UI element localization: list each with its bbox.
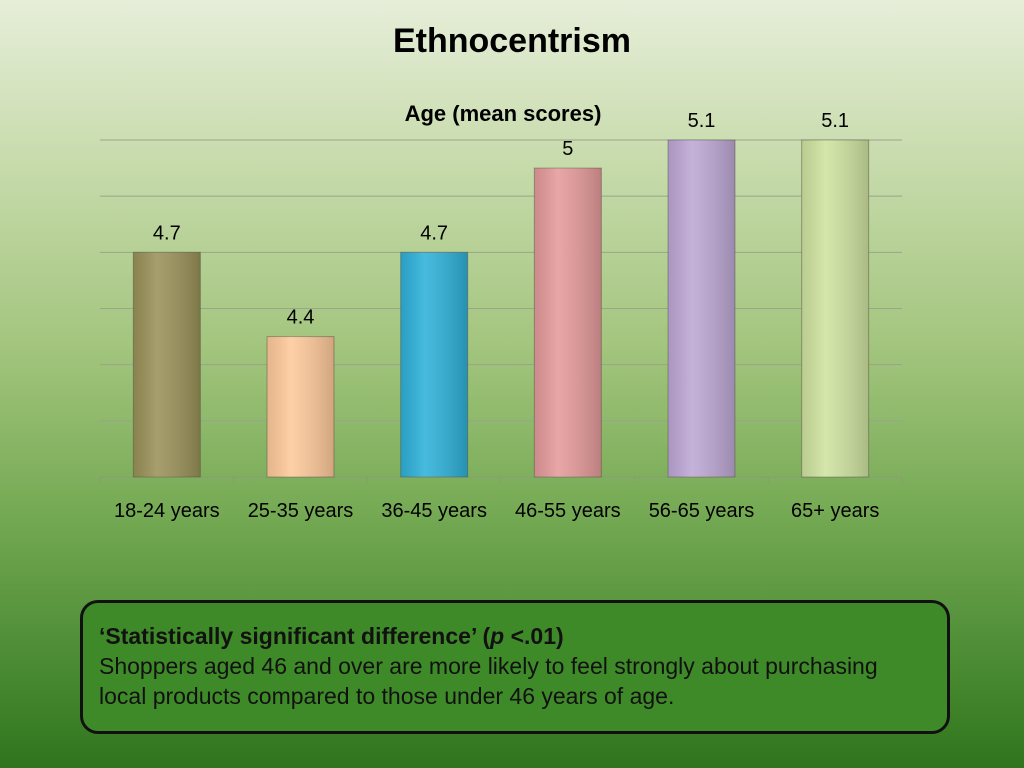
data-label: 5.1 bbox=[821, 110, 849, 132]
bar-shading bbox=[267, 336, 334, 477]
data-label: 5 bbox=[562, 138, 573, 160]
bar bbox=[266, 336, 335, 478]
note-heading-suffix: <.01) bbox=[504, 623, 564, 649]
data-labels: 4.7 4.4 4.7 5 5.1 5.1 bbox=[153, 110, 849, 329]
data-label: 4.7 bbox=[153, 222, 181, 244]
bar-shading bbox=[133, 252, 201, 477]
bar-chart: Age (mean scores) 4.7 4.4 4.7 5 5.1 5.1 18-24… bbox=[99, 101, 903, 522]
x-tick-label: 25-35 years bbox=[248, 500, 354, 522]
x-axis-tick-labels: 18-24 years 25-35 years 36-45 years 46-55 y… bbox=[114, 500, 879, 522]
x-tick-label: 18-24 years bbox=[114, 500, 220, 522]
data-label: 4.7 bbox=[420, 222, 448, 244]
bar bbox=[533, 167, 602, 478]
significance-note: ‘Statistically significant difference’ (… bbox=[80, 600, 950, 734]
bar bbox=[667, 139, 736, 478]
bars bbox=[132, 139, 870, 478]
bar bbox=[132, 251, 201, 478]
x-tick-label: 36-45 years bbox=[381, 500, 487, 522]
bar-shading bbox=[400, 252, 468, 477]
data-label: 5.1 bbox=[688, 110, 716, 132]
gridlines bbox=[99, 139, 903, 483]
slide-title: Ethnocentrism bbox=[392, 22, 632, 60]
note-body: Shoppers aged 46 and over are more likel… bbox=[99, 653, 878, 709]
bar-shading bbox=[801, 140, 869, 477]
data-label: 4.4 bbox=[287, 307, 315, 329]
chart-title: Age (mean scores) bbox=[405, 101, 602, 126]
x-tick-label: 56-65 years bbox=[649, 500, 755, 522]
bar bbox=[400, 251, 469, 478]
bar-shading bbox=[668, 140, 735, 477]
chart-svg: Age (mean scores) 4.7 4.4 4.7 5 5.1 5.1 18-24… bbox=[99, 101, 903, 522]
note-heading-italic: p bbox=[490, 623, 505, 649]
bar bbox=[801, 139, 870, 478]
x-tick-label: 65+ years bbox=[791, 500, 879, 522]
bar-shading bbox=[534, 168, 602, 478]
x-tick-label: 46-55 years bbox=[515, 500, 621, 522]
note-heading-prefix: ‘Statistically significant difference’ ( bbox=[99, 623, 491, 649]
note-heading: ‘Statistically significant difference’ (… bbox=[99, 621, 931, 651]
